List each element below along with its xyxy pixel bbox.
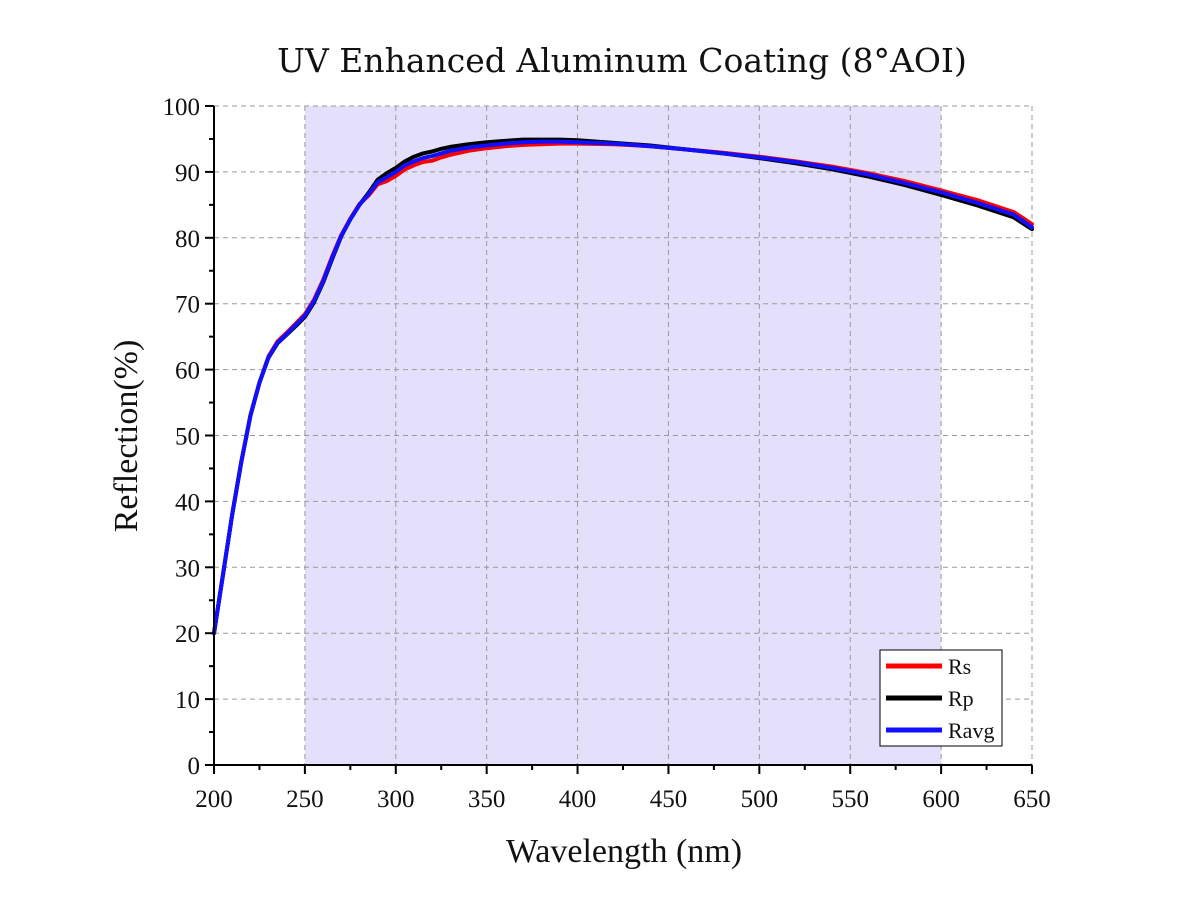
x-tick-label: 600 bbox=[922, 786, 960, 813]
y-tick-label: 50 bbox=[175, 424, 200, 451]
chart-title: UV Enhanced Aluminum Coating (8°AOI) bbox=[277, 41, 967, 80]
y-tick-label: 40 bbox=[175, 489, 200, 516]
series-line-ravg bbox=[212, 139, 1034, 636]
ticks-layer: 200 250 300 350 400 450 500 550 600 650 0 10 20 30 40 5… bbox=[163, 94, 1051, 813]
x-tick-label: 200 bbox=[195, 786, 233, 813]
legend-items: Rs Rp Ravg bbox=[886, 654, 994, 743]
series-layer bbox=[212, 137, 1034, 636]
x-tick-label: 350 bbox=[468, 786, 506, 813]
y-tick-label: 60 bbox=[175, 358, 200, 385]
y-tick-label: 100 bbox=[163, 94, 201, 121]
x-tick-label: 250 bbox=[286, 786, 324, 813]
grid-layer bbox=[214, 105, 1033, 765]
x-axis-label: Wavelength (nm) bbox=[506, 833, 742, 870]
legend-label-rs: Rs bbox=[948, 654, 971, 679]
y-tick-label: 20 bbox=[175, 621, 200, 648]
x-tick-label: 650 bbox=[1013, 786, 1051, 813]
y-tick-label: 0 bbox=[188, 753, 201, 780]
x-tick-label: 450 bbox=[650, 786, 688, 813]
y-tick-label: 70 bbox=[175, 292, 200, 319]
y-tick-label: 30 bbox=[175, 555, 200, 582]
legend-label-ravg: Ravg bbox=[948, 718, 994, 743]
y-tick-label: 80 bbox=[175, 226, 200, 253]
legend-label-rp: Rp bbox=[948, 686, 974, 711]
y-tick-label: 10 bbox=[175, 687, 200, 714]
y-tick-label: 90 bbox=[175, 160, 200, 187]
x-tick-label: 500 bbox=[741, 786, 779, 813]
x-tick-label: 400 bbox=[559, 786, 597, 813]
y-axis-label: Reflection(%) bbox=[108, 340, 145, 533]
x-tick-label: 300 bbox=[377, 786, 415, 813]
legend: Rs Rp Ravg bbox=[879, 649, 1003, 747]
x-tick-label: 550 bbox=[831, 786, 869, 813]
